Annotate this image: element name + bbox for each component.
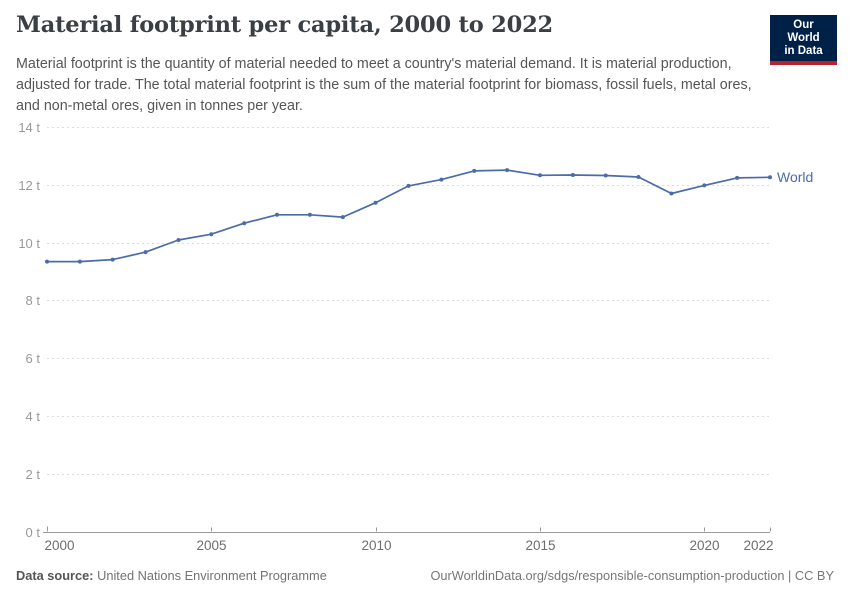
y-tick-label: 0 t	[26, 525, 41, 540]
data-point[interactable]	[110, 257, 115, 262]
data-point[interactable]	[307, 212, 312, 217]
series-line[interactable]	[46, 169, 771, 263]
y-tick-label: 10 t	[18, 236, 40, 251]
data-point[interactable]	[505, 168, 510, 173]
chart-footer: Data source: United Nations Environment …	[16, 568, 834, 583]
y-tick-label: 14 t	[18, 120, 40, 135]
owid-logo-line2: in Data	[784, 45, 823, 57]
x-tick-label: 2020	[689, 538, 719, 553]
data-point[interactable]	[636, 175, 641, 179]
data-point[interactable]	[77, 259, 82, 264]
y-tick-label: 2 t	[26, 467, 41, 482]
data-point[interactable]	[570, 173, 575, 177]
x-tick-label: 2010	[361, 538, 391, 553]
data-source-label: Data source:	[16, 568, 94, 583]
data-source: Data source: United Nations Environment …	[16, 568, 327, 583]
data-point[interactable]	[702, 183, 707, 188]
credit-link[interactable]: OurWorldinData.org/sdgs/responsible-cons…	[430, 568, 834, 583]
data-point[interactable]	[275, 212, 279, 217]
data-point[interactable]	[768, 175, 772, 180]
x-tick-label: 2000	[45, 538, 75, 553]
data-source-value: United Nations Environment Programme	[97, 568, 327, 583]
data-point[interactable]	[603, 173, 608, 178]
owid-logo[interactable]: Our World in Data	[770, 15, 837, 65]
data-point[interactable]	[176, 238, 181, 242]
data-point[interactable]	[209, 232, 214, 237]
data-point[interactable]	[406, 183, 411, 188]
data-point[interactable]	[373, 200, 378, 205]
data-point[interactable]	[340, 215, 345, 220]
page-title: Material footprint per capita, 2000 to 2…	[16, 12, 554, 38]
owid-logo-line1: Our World	[787, 19, 820, 44]
data-point[interactable]	[472, 168, 477, 173]
y-tick-label: 6 t	[26, 351, 41, 366]
data-point[interactable]	[45, 259, 49, 264]
y-tick-label: 12 t	[18, 178, 40, 193]
x-tick-label: 2022	[743, 538, 773, 553]
data-point[interactable]	[242, 221, 247, 226]
y-tick-label: 8 t	[26, 293, 41, 308]
data-point[interactable]	[439, 177, 444, 182]
x-tick-label: 2005	[196, 538, 226, 553]
data-point[interactable]	[669, 191, 674, 196]
x-tick-label: 2015	[525, 538, 555, 553]
chart-subtitle: Material footprint is the quantity of ma…	[16, 56, 752, 114]
data-point[interactable]	[143, 250, 148, 255]
series-end-label[interactable]: World	[777, 169, 813, 185]
data-point[interactable]	[538, 173, 542, 178]
y-tick-label: 4 t	[26, 409, 41, 424]
data-point[interactable]	[735, 175, 740, 180]
